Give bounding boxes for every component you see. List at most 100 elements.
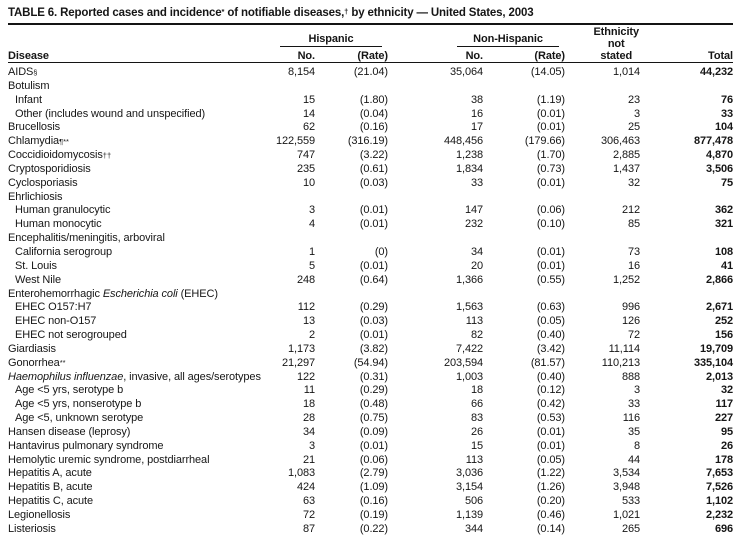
header-disease: Disease	[8, 26, 248, 63]
cell-hispanic-rate: (0.75)	[359, 412, 388, 425]
disease-name-text: Age <5, unknown serotype	[15, 412, 144, 425]
disease-name-text: Gonorrhea	[8, 356, 60, 369]
cell-ethnicity-not-stated: 72	[627, 329, 640, 342]
table-row: Legionellosis 72 (0.19) 1,139 (0.46) 1,0…	[8, 509, 733, 523]
header-group-non-hispanic: Non-Hispanic	[388, 26, 565, 47]
cell-nonhispanic-no: 1,003	[455, 370, 483, 383]
cell-nonhispanic-rate: (1.19)	[536, 93, 565, 106]
cell-hispanic-no: 3	[308, 439, 315, 452]
table-title-part-3: by ethnicity — United States, 2003	[348, 7, 534, 19]
cell-ethnicity-not-stated	[565, 80, 640, 94]
cell-total: 104	[714, 121, 733, 134]
cell-hispanic-no: 3	[308, 204, 315, 217]
table-title-footnote-asterisk: *	[221, 6, 225, 16]
cell-hispanic-rate: (0)	[374, 245, 388, 258]
table-row: Human monocytic 4 (0.01) 232 (0.10) 85 3…	[8, 218, 733, 232]
table-row: Haemophilus influenzae, invasive, all ag…	[8, 371, 733, 385]
disease-name-text: Botulism	[8, 79, 50, 92]
table-row: AIDS§ 8,154 (21.04) 35,064 (14.05) 1,014…	[8, 63, 733, 80]
cell-hispanic-rate: (2.79)	[359, 467, 388, 480]
cell-hispanic-rate: (21.04)	[353, 66, 388, 78]
disease-name-text: Hemolytic uremic syndrome, postdiarrheal	[8, 453, 210, 466]
table-row: Hansen disease (leprosy) 34 (0.09) 26 (0…	[8, 426, 733, 440]
disease-label: EHEC non-O157	[8, 315, 248, 329]
disease-name-text: Age <5 yrs, serotype b	[15, 384, 124, 397]
header-subrow: No. (Rate) No. (Rate)	[8, 47, 733, 63]
table-row: Enterohemorrhagic Escherichia coli (EHEC…	[8, 288, 733, 302]
cell-nonhispanic-no	[388, 191, 483, 205]
cell-nonhispanic-rate: (1.26)	[536, 481, 565, 494]
cell-nonhispanic-no: 232	[464, 218, 483, 231]
cell-hispanic-no: 62	[302, 121, 315, 134]
cell-hispanic-rate: (0.16)	[359, 121, 388, 134]
table-title-part-1: TABLE 6. Reported cases and incidence	[8, 7, 222, 19]
cell-ethnicity-not-stated: 3	[633, 107, 640, 120]
cell-hispanic-rate: (0.64)	[359, 273, 388, 286]
cell-nonhispanic-rate	[483, 232, 565, 246]
cell-hispanic-no: 235	[296, 162, 315, 175]
disease-name-text: Human granulocytic	[15, 204, 111, 217]
cell-ethnicity-not-stated: 16	[627, 259, 640, 272]
cell-hispanic-rate: (0.22)	[359, 522, 388, 535]
cell-hispanic-rate: (0.29)	[359, 301, 388, 314]
cell-hispanic-no: 4	[308, 218, 315, 231]
cell-hispanic-no: 122	[296, 370, 315, 383]
disease-label: Cyclosporiasis	[8, 177, 248, 191]
cell-ethnicity-not-stated: 25	[627, 121, 640, 134]
cell-hispanic-no: 72	[302, 509, 315, 521]
cell-nonhispanic-rate: (14.05)	[530, 66, 565, 78]
cell-nonhispanic-rate	[483, 191, 565, 205]
cell-hispanic-rate: (1.09)	[359, 481, 388, 494]
cell-total: 2,232	[705, 509, 733, 521]
table-row: Age <5 yrs, nonserotype b 18 (0.48) 66 (…	[8, 398, 733, 412]
cell-total: 41	[720, 259, 733, 272]
disease-label: Hantavirus pulmonary syndrome	[8, 440, 248, 454]
disease-name-text: Ehrlichiosis	[8, 190, 63, 203]
cell-nonhispanic-no	[388, 232, 483, 246]
disease-label: Hepatitis B, acute	[8, 481, 248, 495]
cell-ethnicity-not-stated: 85	[627, 218, 640, 231]
disease-label: Cryptosporidiosis	[8, 163, 248, 177]
cell-nonhispanic-no: 16	[470, 107, 483, 120]
cell-nonhispanic-rate: (0.01)	[536, 245, 565, 258]
disease-name-text: Listeriosis	[8, 522, 56, 535]
cell-nonhispanic-no: 1,238	[455, 149, 483, 162]
cell-hispanic-no: 63	[302, 495, 315, 508]
table-header: Disease Hispanic Non-Hispanic Ethnicity …	[8, 26, 733, 63]
cell-ethnicity-not-stated	[565, 288, 640, 302]
table-title-footnote-dagger: †	[344, 6, 349, 16]
table-row: Listeriosis 87 (0.22) 344 (0.14) 265 696	[8, 523, 733, 537]
cell-nonhispanic-rate: (0.01)	[536, 439, 565, 452]
notifiable-diseases-table: Disease Hispanic Non-Hispanic Ethnicity …	[8, 26, 733, 537]
header-group-non-hispanic-label: Non-Hispanic	[457, 33, 559, 47]
cell-ethnicity-not-stated: 73	[627, 245, 640, 258]
cell-ethnicity-not-stated: 3,534	[612, 467, 640, 480]
table-row: St. Louis 5 (0.01) 20 (0.01) 16 41	[8, 260, 733, 274]
cell-hispanic-no: 14	[302, 107, 315, 120]
table-row: Age <5 yrs, serotype b 11 (0.29) 18 (0.1…	[8, 384, 733, 398]
disease-name-text: Human monocytic	[15, 218, 102, 231]
cell-ethnicity-not-stated: 33	[627, 398, 640, 411]
disease-label: Chlamydia¶**	[8, 135, 248, 149]
table-title: TABLE 6. Reported cases and incidence* o…	[8, 5, 733, 25]
disease-label: California serogroup	[8, 246, 248, 260]
cell-hispanic-no: 11	[303, 384, 315, 397]
table-row: Other (includes wound and unspecified) 1…	[8, 108, 733, 122]
cell-hispanic-rate: (0.03)	[359, 315, 388, 328]
table-row: Encephalitis/meningitis, arboviral	[8, 232, 733, 246]
cell-hispanic-rate: (0.31)	[359, 370, 388, 383]
cell-ethnicity-not-stated: 1,014	[612, 66, 640, 78]
cell-nonhispanic-rate	[483, 80, 565, 94]
cell-nonhispanic-rate: (81.57)	[530, 356, 565, 369]
cell-nonhispanic-rate: (179.66)	[524, 135, 565, 148]
disease-name-text: Hansen disease (leprosy)	[8, 425, 131, 438]
footnote-marker: **	[59, 358, 66, 368]
disease-label: Other (includes wound and unspecified)	[8, 108, 248, 122]
table-row: Brucellosis 62 (0.16) 17 (0.01) 25 104	[8, 121, 733, 135]
cell-hispanic-no: 34	[302, 425, 315, 438]
header-nonhispanic-rate: (Rate)	[483, 47, 565, 63]
disease-label: Age <5 yrs, nonserotype b	[8, 398, 248, 412]
cell-hispanic-no: 8,154	[287, 66, 315, 78]
cell-total: 696	[714, 522, 733, 535]
header-ethnicity-not-stated-label: Ethnicity not stated	[593, 26, 639, 62]
